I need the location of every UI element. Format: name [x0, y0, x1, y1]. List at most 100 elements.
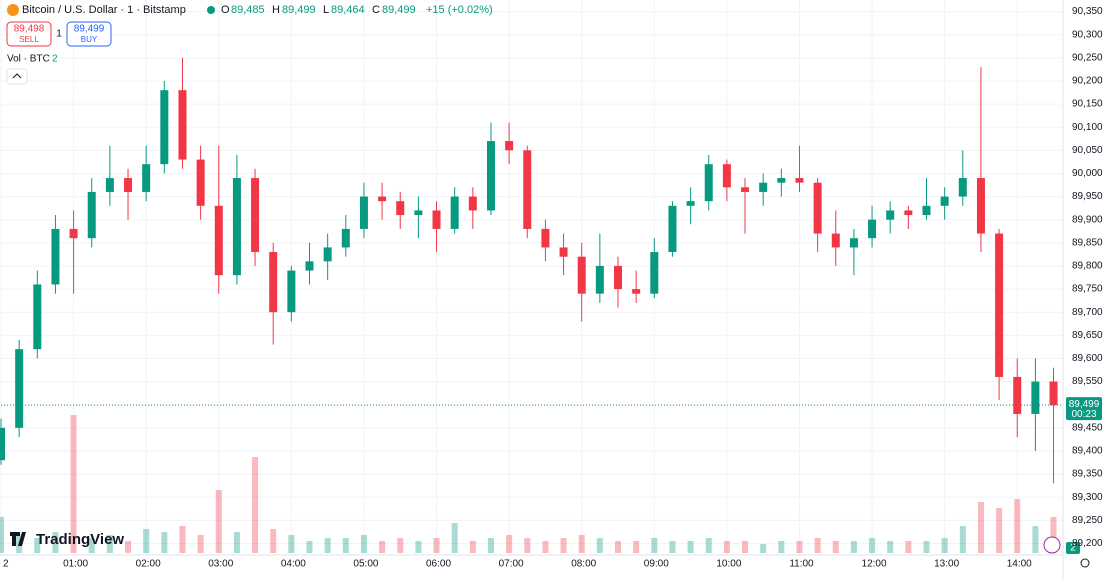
- x-tick-label: 04:00: [281, 559, 306, 570]
- candle-body: [868, 219, 877, 239]
- volume-bar: [52, 532, 59, 553]
- countdown: 00:23: [1071, 409, 1096, 420]
- volume-bar: [560, 538, 567, 553]
- candle-body: [0, 427, 5, 461]
- candle-body: [87, 191, 96, 239]
- candle-body: [486, 141, 495, 211]
- candle-body: [958, 178, 967, 197]
- y-tick-label: 90,100: [1072, 122, 1103, 133]
- volume-bar: [615, 541, 622, 553]
- volume-bar: [415, 541, 422, 553]
- volume-bar: [959, 526, 966, 553]
- volume-bar: [179, 526, 186, 553]
- candle-body: [849, 238, 858, 248]
- candle-body: [922, 205, 931, 216]
- candle-body: [1013, 376, 1022, 414]
- candle-body: [1049, 381, 1058, 406]
- volume-bar: [977, 502, 984, 553]
- candle-body: [614, 265, 623, 290]
- volume-bar: [796, 541, 803, 553]
- sell-button[interactable]: [6, 21, 52, 47]
- x-tick-label: 13:00: [934, 559, 959, 570]
- buy-button[interactable]: [66, 21, 112, 47]
- logo: TradingView: [10, 531, 124, 548]
- logo-mark: [10, 532, 26, 546]
- volume-bar: [161, 532, 168, 553]
- candle-body: [505, 141, 514, 151]
- candle-body: [396, 201, 405, 216]
- candle-body: [722, 164, 731, 188]
- x-tick-label: 11:00: [789, 559, 814, 570]
- volume-bar: [106, 535, 113, 553]
- candle-body: [577, 256, 586, 294]
- candle-body: [287, 270, 296, 313]
- candle-body: [886, 210, 895, 220]
- x-tick-label: 08:00: [571, 559, 596, 570]
- symbol[interactable]: Bitcoin / U.S. Dollar · 1 · Bitstamp: [22, 4, 186, 16]
- settings-icon[interactable]: [1080, 558, 1090, 568]
- candle-body: [214, 205, 223, 276]
- l-label: L: [323, 4, 329, 16]
- candle-body: [33, 284, 42, 350]
- volume-bar: [760, 544, 767, 553]
- sell-price: 89,498: [14, 24, 45, 35]
- volume-bar: [324, 538, 331, 553]
- volume-bar: [215, 490, 222, 553]
- high: 89,499: [282, 4, 316, 16]
- volume-bar: [651, 538, 658, 553]
- status-dot: [207, 6, 215, 14]
- close: 89,499: [382, 4, 416, 16]
- volume-bar: [687, 541, 694, 553]
- volume-bar: [487, 538, 494, 553]
- y-tick-label: 89,250: [1072, 515, 1103, 526]
- x-tick-label: 03:00: [208, 559, 233, 570]
- x-tick-label: 07:00: [499, 559, 524, 570]
- volume-bar: [360, 535, 367, 553]
- volume-bar: [451, 523, 458, 553]
- candle-body: [686, 201, 695, 206]
- candle-body: [124, 178, 133, 192]
- volume-bar: [397, 538, 404, 553]
- y-tick-label: 89,600: [1072, 353, 1103, 364]
- candle-body: [432, 210, 441, 229]
- o-label: O: [221, 4, 230, 16]
- sell-label: SELL: [19, 35, 39, 44]
- volume-bar: [270, 529, 277, 553]
- volume-bar: [778, 541, 785, 553]
- y-tick-label: 89,350: [1072, 469, 1103, 480]
- badge: [1066, 542, 1080, 554]
- candle-body: [559, 247, 568, 257]
- x-tick-label: 14:00: [1007, 559, 1032, 570]
- candle-body: [196, 159, 205, 206]
- candle-body: [51, 228, 60, 285]
- candle-body: [178, 90, 187, 160]
- candle-body: [359, 196, 368, 229]
- candle-body: [232, 178, 241, 276]
- spread: 1: [56, 29, 62, 40]
- candle-body: [69, 228, 78, 239]
- c-label: C: [372, 4, 380, 16]
- volume-bar: [1014, 499, 1021, 553]
- candle-body: [741, 187, 750, 192]
- volume-label: Vol · BTC: [7, 54, 50, 65]
- candle-body: [650, 252, 659, 294]
- candle-body: [378, 196, 387, 202]
- volume-bar: [524, 538, 531, 553]
- volume-bar: [905, 541, 912, 553]
- volume-bar: [596, 538, 603, 553]
- collapse-button[interactable]: [6, 68, 28, 85]
- volume-bar: [70, 415, 77, 553]
- y-tick-label: 89,300: [1072, 492, 1103, 503]
- candle-body: [160, 90, 169, 165]
- volume-bar: [705, 538, 712, 553]
- y-tick-label: 90,350: [1072, 6, 1103, 17]
- alert-icon[interactable]: [1043, 536, 1061, 554]
- y-tick-label: 89,800: [1072, 261, 1103, 272]
- candle-body: [341, 228, 350, 248]
- volume-bar: [669, 541, 676, 553]
- volume-bar: [125, 541, 132, 553]
- x-tick-label: 12:00: [862, 559, 887, 570]
- candle-body: [523, 150, 532, 229]
- y-tick-label: 90,150: [1072, 99, 1103, 110]
